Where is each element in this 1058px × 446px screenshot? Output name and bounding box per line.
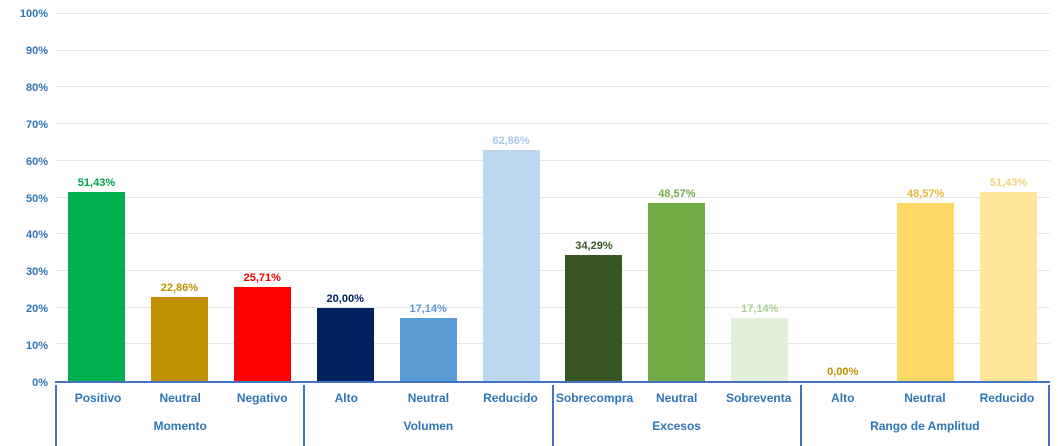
bar-cell: 34,29% — [553, 14, 636, 381]
bar-value-label: 34,29% — [575, 240, 613, 253]
bar — [482, 150, 540, 381]
y-tick-label: 10% — [25, 340, 48, 353]
y-tick-label: 0% — [32, 377, 48, 389]
bar — [316, 307, 374, 381]
gridline — [55, 159, 1050, 161]
category-row: Positivo Neutral Negativo — [57, 385, 303, 411]
bars-row: 51,43% 22,86% 25,71% 20,00% 17,14% 62,86% 34,2… — [55, 14, 1050, 381]
bar — [67, 192, 125, 381]
bar-group-volumen: 20,00% 17,14% 62,86% — [304, 14, 553, 381]
category-label: Neutral — [159, 391, 201, 405]
gridline — [55, 306, 1050, 308]
group-labels-momento: Positivo Neutral Negativo Momento — [55, 385, 303, 446]
category-label: Negativo — [236, 391, 288, 405]
y-tick-label: 90% — [25, 44, 48, 57]
bar-value-label: 48,57% — [658, 187, 696, 200]
category-row: Alto Neutral Reducido — [802, 385, 1048, 411]
bar — [980, 192, 1038, 381]
gridline — [55, 269, 1050, 271]
y-tick-label: 70% — [25, 118, 48, 131]
bar-cell: 25,71% — [221, 14, 304, 381]
y-tick-label: 60% — [25, 155, 48, 168]
plot-area: 51,43% 22,86% 25,71% 20,00% 17,14% 62,86% 34,2… — [55, 13, 1050, 383]
bar-cell: 48,57% — [635, 14, 718, 381]
y-axis: 0% 10% 20% 30% 40% 50% 60% 70% 80% 90% 100% — [4, 8, 48, 389]
bar-group-rango-de-amplitud: 0,00% 48,57% 51,43% — [801, 14, 1050, 381]
category-label: Alto — [831, 391, 855, 405]
x-axis-labels: Positivo Neutral Negativo Momento Alto Neutra… — [55, 385, 1050, 446]
bar-cell: 17,14% — [718, 14, 801, 381]
bar-group-momento: 51,43% 22,86% 25,71% — [55, 14, 304, 381]
bar — [150, 297, 208, 381]
category-label: Neutral — [655, 391, 698, 405]
y-tick-label: 20% — [25, 303, 48, 316]
bar — [897, 202, 955, 381]
bar — [565, 255, 623, 381]
bar-cell: 20,00% — [304, 14, 387, 381]
bar-group-excesos: 34,29% 48,57% 17,14% — [553, 14, 802, 381]
category-row: Alto Neutral Reducido — [305, 385, 551, 411]
bar-cell: 51,43% — [967, 14, 1050, 381]
group-labels-excesos: Sobrecompra Neutral Sobreventa Excesos — [551, 385, 800, 446]
bar-cell: 22,86% — [138, 14, 221, 381]
category-label: Alto — [334, 391, 358, 405]
bar-value-label: 25,71% — [243, 271, 281, 284]
bar-value-label: 48,57% — [906, 187, 945, 200]
category-label: Sobrecompra — [555, 391, 634, 405]
category-label: Neutral — [407, 391, 450, 405]
group-name: Volumen — [403, 418, 454, 433]
category-label: Neutral — [904, 391, 946, 405]
bar-value-label: 62,86% — [492, 135, 530, 148]
category-label: Reducido — [483, 391, 538, 405]
group-labels-volumen: Alto Neutral Reducido Volumen — [303, 385, 551, 446]
category-label: Reducido — [979, 391, 1035, 405]
bar-cell: 17,14% — [387, 14, 470, 381]
y-tick-label: 30% — [25, 266, 48, 279]
y-tick-label: 80% — [25, 81, 48, 94]
bar — [233, 286, 291, 381]
group-name: Excesos — [652, 418, 701, 433]
bar — [648, 202, 706, 381]
gridline — [55, 13, 1050, 14]
bar — [399, 318, 457, 381]
bar-value-label: 17,14% — [409, 303, 447, 316]
y-tick-label: 100% — [19, 8, 48, 20]
category-label: Sobreventa — [726, 391, 792, 405]
category-label: Positivo — [74, 391, 122, 405]
group-labels-rango-de-amplitud: Alto Neutral Reducido Rango de Amplitud — [799, 385, 1050, 446]
bar-value-label: 51,43% — [989, 177, 1028, 190]
bar-value-label: 0,00% — [827, 366, 859, 378]
bar-cell: 0,00% — [801, 14, 884, 381]
y-tick-label: 40% — [25, 229, 48, 242]
gridline — [55, 123, 1050, 125]
gridline — [55, 196, 1050, 198]
gridline — [55, 86, 1050, 88]
bar-cell: 48,57% — [884, 14, 967, 381]
gridline — [55, 233, 1050, 235]
bar-value-label: 17,14% — [741, 303, 779, 316]
bar-cell: 62,86% — [470, 14, 553, 381]
group-name: Rango de Amplitud — [870, 418, 980, 433]
bar-value-label: 20,00% — [326, 292, 364, 305]
gridline — [55, 49, 1050, 51]
bar — [731, 318, 789, 381]
group-name: Momento — [153, 418, 207, 433]
category-row: Sobrecompra Neutral Sobreventa — [554, 385, 800, 411]
bar-cell: 51,43% — [55, 14, 138, 381]
y-tick-label: 50% — [25, 192, 48, 205]
bar-value-label: 22,86% — [160, 282, 199, 295]
bar-value-label: 51,43% — [77, 177, 116, 190]
gridline — [55, 343, 1050, 345]
